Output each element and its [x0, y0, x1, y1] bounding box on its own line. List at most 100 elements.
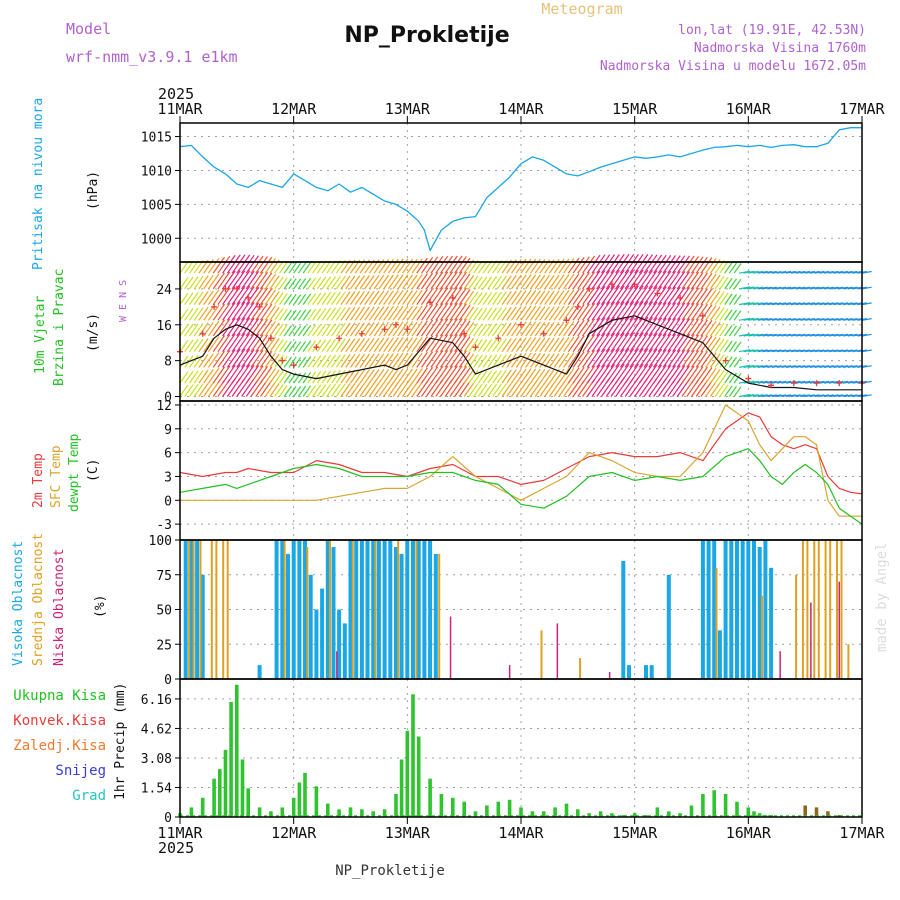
x-tick-label-top: 13MAR	[385, 100, 431, 118]
precip-bar	[735, 801, 739, 817]
wind-barb	[335, 354, 346, 368]
wind-barb	[454, 318, 467, 337]
wind-barb	[226, 254, 241, 274]
x-tick-label-bottom: 12MAR	[271, 824, 317, 842]
wind-barb	[714, 354, 725, 368]
wind-barb	[477, 276, 488, 290]
wind-barb	[582, 349, 596, 368]
wind-barb	[728, 356, 737, 368]
wind-barb	[189, 354, 199, 368]
wind-barb	[648, 317, 663, 337]
wind-barb	[748, 302, 759, 306]
wind-barb	[425, 334, 439, 353]
wind-barb	[487, 323, 498, 337]
wind-barb	[823, 380, 834, 384]
wind-barb	[691, 303, 704, 321]
wind-barb	[198, 369, 209, 384]
wind-barb	[847, 333, 858, 337]
wind-barb	[586, 254, 601, 274]
wind-barb	[733, 310, 742, 321]
wind-barb	[771, 333, 782, 337]
wind-barb	[288, 356, 297, 368]
wind-barb	[800, 318, 811, 321]
cloud-bar-high	[189, 540, 194, 679]
wind-barb	[724, 277, 733, 290]
wind-barb	[691, 319, 704, 337]
precip-bar	[837, 815, 842, 817]
coords-text: lon,lat (19.91E, 42.53N)	[678, 23, 866, 38]
wind-barb	[743, 270, 755, 274]
wind-barb	[795, 365, 806, 368]
wind-barb	[786, 302, 796, 306]
wind-barb	[350, 369, 361, 384]
wind-barb	[781, 270, 792, 274]
wind-barb	[236, 301, 251, 321]
elevation-text: Nadmorska Visina 1760m	[694, 41, 866, 56]
wind-barb	[728, 294, 737, 305]
gust-marker	[233, 285, 240, 292]
wind-barb	[231, 285, 246, 305]
y-tick-label: 8	[164, 355, 172, 370]
wind-barb	[444, 302, 458, 321]
wind-barb	[624, 285, 639, 305]
wind-barb	[567, 257, 580, 274]
cloud-bar-high	[735, 540, 739, 679]
gust-marker	[495, 335, 502, 342]
wind-barb	[771, 394, 782, 398]
wind-barb	[776, 302, 787, 306]
wind-barb	[207, 367, 220, 384]
wind-barb	[435, 271, 449, 290]
wind-barb	[421, 366, 434, 384]
wind-barb	[383, 274, 394, 290]
wind-barb	[501, 306, 512, 321]
wind-barb	[482, 291, 493, 305]
cloud-bar-high	[405, 540, 410, 679]
wind-barb	[548, 306, 560, 321]
wind-barb	[743, 286, 755, 290]
wind-barb	[203, 306, 214, 321]
wind-barb	[326, 307, 336, 321]
wind-barb	[762, 394, 773, 398]
wind-barb	[757, 349, 768, 353]
wind-barb	[430, 255, 444, 274]
year-top: 2025	[158, 85, 194, 103]
gust-marker	[722, 357, 729, 364]
wind-barb	[454, 271, 467, 290]
gust-marker	[518, 321, 524, 328]
wind-barb	[402, 274, 413, 290]
wind-barb	[260, 303, 273, 321]
wind-barb	[515, 382, 527, 397]
wind-barb	[657, 270, 672, 290]
wind-barb	[468, 369, 479, 384]
wind-barb	[236, 285, 251, 305]
wind-barb	[776, 318, 787, 321]
wind-barb	[226, 364, 241, 384]
wind-barb	[245, 302, 260, 321]
cloud-bar-low	[508, 665, 511, 679]
wind-barb	[653, 317, 667, 337]
wind-barb	[738, 349, 751, 353]
wind-barb	[482, 260, 493, 274]
wind-barb	[264, 368, 276, 384]
wind-barb	[748, 365, 759, 368]
y-tick-label: 1010	[141, 164, 172, 179]
wind-barb	[383, 382, 394, 397]
wind-barb	[567, 320, 580, 337]
wind-barb	[179, 277, 189, 290]
precip-bar	[314, 786, 319, 817]
wind-barb	[231, 348, 246, 368]
wind-barb	[260, 380, 273, 397]
wind-barb	[724, 340, 733, 353]
wind-barb	[511, 368, 522, 384]
wind-barb	[345, 338, 356, 353]
precip-bar	[257, 807, 262, 817]
wind-barb	[463, 353, 475, 368]
wind-barb	[525, 368, 537, 384]
wind-barb	[605, 332, 620, 353]
wind-barb	[421, 304, 434, 321]
precip-bar	[496, 801, 501, 817]
wind-barb	[283, 372, 292, 384]
wind-barb	[373, 337, 385, 353]
wind-barb	[354, 275, 365, 290]
wind-barb	[231, 317, 246, 337]
